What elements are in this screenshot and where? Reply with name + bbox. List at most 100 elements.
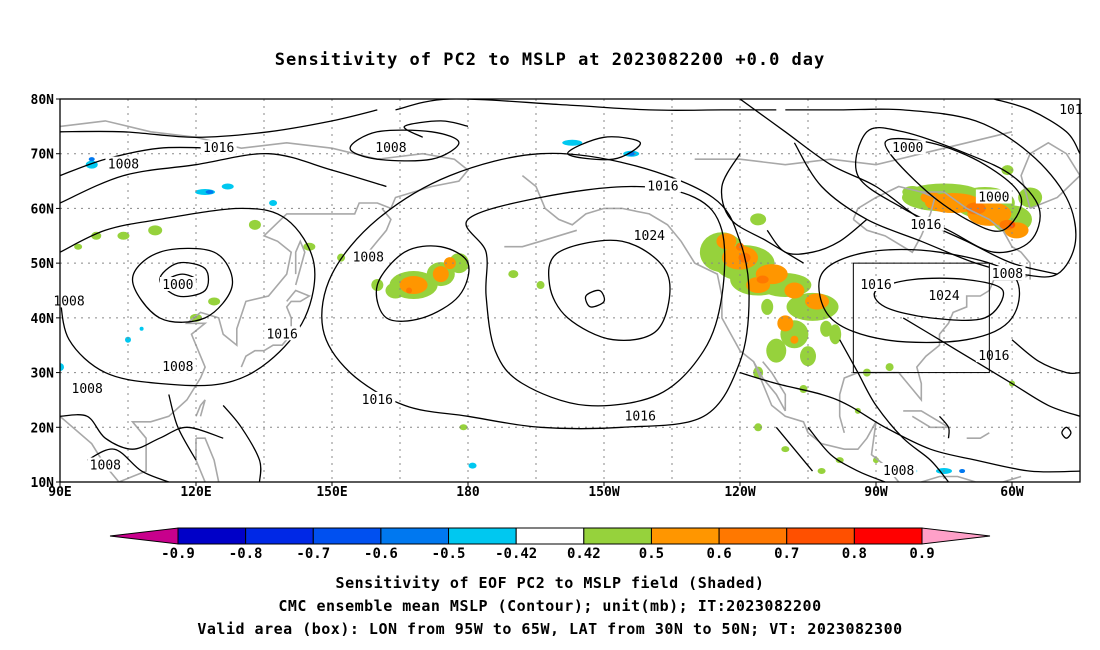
sensitivity-patch — [820, 320, 833, 337]
lat-tick-label: 10N — [31, 476, 55, 491]
sensitivity-shading — [60, 139, 1043, 475]
mslp-contour-line — [375, 245, 470, 322]
contour-label-bg — [907, 216, 944, 231]
mslp-contour-line — [547, 239, 671, 341]
sensitivity-patch — [800, 346, 816, 367]
contour-label: 1008 — [72, 382, 103, 397]
contour-label-bg — [69, 380, 106, 395]
lon-tick-label: 150W — [588, 485, 619, 500]
contour-label: 1000 — [978, 190, 1009, 205]
sensitivity-patch-small — [303, 242, 316, 251]
mslp-contour-line — [395, 99, 777, 111]
lon-tick-label: 60W — [1000, 485, 1024, 500]
colorbar-max-triangle — [921, 527, 991, 545]
contour-label-bg — [989, 266, 1026, 281]
lat-tick-label: 50N — [31, 257, 55, 272]
colorbar-label: 0.8 — [842, 546, 867, 562]
contour-label: 1008 — [108, 158, 139, 173]
coastline — [87, 509, 119, 542]
sensitivity-patch — [443, 257, 456, 270]
mslp-contour-line — [60, 109, 378, 138]
contour-label: 1016 — [978, 349, 1009, 364]
contour-label-bg — [105, 156, 142, 171]
mslp-contour-line — [321, 152, 750, 430]
coastline — [196, 504, 219, 531]
contour-label-bg — [372, 140, 409, 155]
mslp-contour-line — [584, 289, 606, 308]
colorbar-label: -0.5 — [432, 546, 466, 562]
contour-label: 1000 — [162, 278, 193, 293]
colorbar-label: -0.9 — [161, 546, 195, 562]
mslp-contour-line — [775, 426, 814, 472]
mslp-contour-line — [168, 394, 197, 461]
contour-label-bg — [159, 277, 196, 292]
contour-label: 101 — [1059, 103, 1082, 118]
mslp-contour-line — [839, 339, 950, 482]
negative-sensitivity-patch — [88, 157, 95, 162]
contour-label: 1016 — [860, 278, 891, 293]
contour-label-bg — [880, 463, 917, 478]
contour-label: 1024 — [634, 229, 665, 244]
lon-tick-label: 90E — [48, 485, 71, 500]
mslp-contour-line — [159, 261, 210, 298]
mslp-contour-line — [222, 404, 262, 482]
sensitivity-patch — [829, 324, 842, 345]
sensitivity-patch-small — [117, 231, 130, 240]
coastline — [504, 229, 578, 248]
sensitivity-patch — [805, 293, 830, 310]
lon-tick-label: 150E — [316, 485, 347, 500]
negative-sensitivity-patch — [60, 363, 64, 372]
lat-tick-label: 70N — [31, 148, 55, 163]
coastline — [294, 239, 306, 286]
contour-label: 1016 — [625, 409, 656, 424]
coastlines — [60, 120, 1080, 542]
lat-tick-label: 40N — [31, 312, 55, 327]
sensitivity-patch-small — [781, 446, 790, 453]
coastline — [903, 410, 952, 429]
mslp-contour-line — [567, 136, 641, 161]
sensitivity-patch-small — [208, 297, 221, 306]
colorbar-box — [718, 527, 788, 545]
mslp-contour-line — [349, 129, 460, 162]
colorbar-label: 0.9 — [909, 546, 934, 562]
lon-tick-label: 180 — [456, 485, 480, 500]
negative-sensitivity-patch — [959, 469, 966, 474]
mslp-contour-line — [60, 153, 387, 204]
sensitivity-patch — [766, 338, 787, 363]
sensitivity-patch — [784, 282, 805, 299]
contour-label: 1008 — [375, 141, 406, 156]
mslp-contour-line — [1061, 426, 1072, 439]
sensitivity-patch — [399, 276, 428, 295]
lat-tick-label: 80N — [31, 93, 55, 108]
valid-area-box — [852, 262, 990, 374]
contour-label: 1008 — [53, 294, 84, 309]
coastline — [60, 120, 470, 482]
coastline — [195, 437, 220, 482]
contour-label-bg — [622, 408, 659, 423]
contour-label: 1016 — [647, 180, 678, 195]
colorbar-label: -0.8 — [229, 546, 263, 562]
lon-tick-label: 120E — [180, 485, 211, 500]
contour-label: 1008 — [162, 360, 193, 375]
mslp-contour-line — [807, 426, 886, 482]
negative-sensitivity-patch — [269, 199, 278, 206]
sensitivity-patch-small — [91, 231, 102, 240]
mslp-contour-line — [739, 371, 1080, 473]
coastline — [240, 289, 312, 368]
sensitivity-patch-small — [148, 225, 163, 236]
caption-line-1: Sensitivity of EOF PC2 to MSLP field (Sh… — [335, 574, 765, 592]
colorbar-box — [650, 527, 720, 545]
sensitivity-patch-small — [459, 424, 468, 431]
mslp-contour-line — [60, 207, 316, 387]
mslp-contour-line — [60, 414, 224, 450]
colorbar: -0.9 -0.8 -0.7 -0.6 -0.5 -0.42 0.42 0.5 0.6 0.7 0.… — [109, 527, 991, 562]
lat-tick-label: 60N — [31, 202, 55, 217]
sensitivity-patch — [761, 298, 774, 315]
contour-label-group: 1016 1008 1008 1016 1024 1008 1000 1008 1016 1008… — [51, 101, 1085, 479]
chart-title: Sensitivity of PC2 to MSLP at 2023082200… — [274, 50, 826, 70]
colorbar-min-triangle — [109, 527, 179, 545]
lat-tick-label: 20N — [31, 421, 55, 436]
caption-line-3: Valid area (box): LON from 95W to 65W, L… — [197, 620, 903, 638]
